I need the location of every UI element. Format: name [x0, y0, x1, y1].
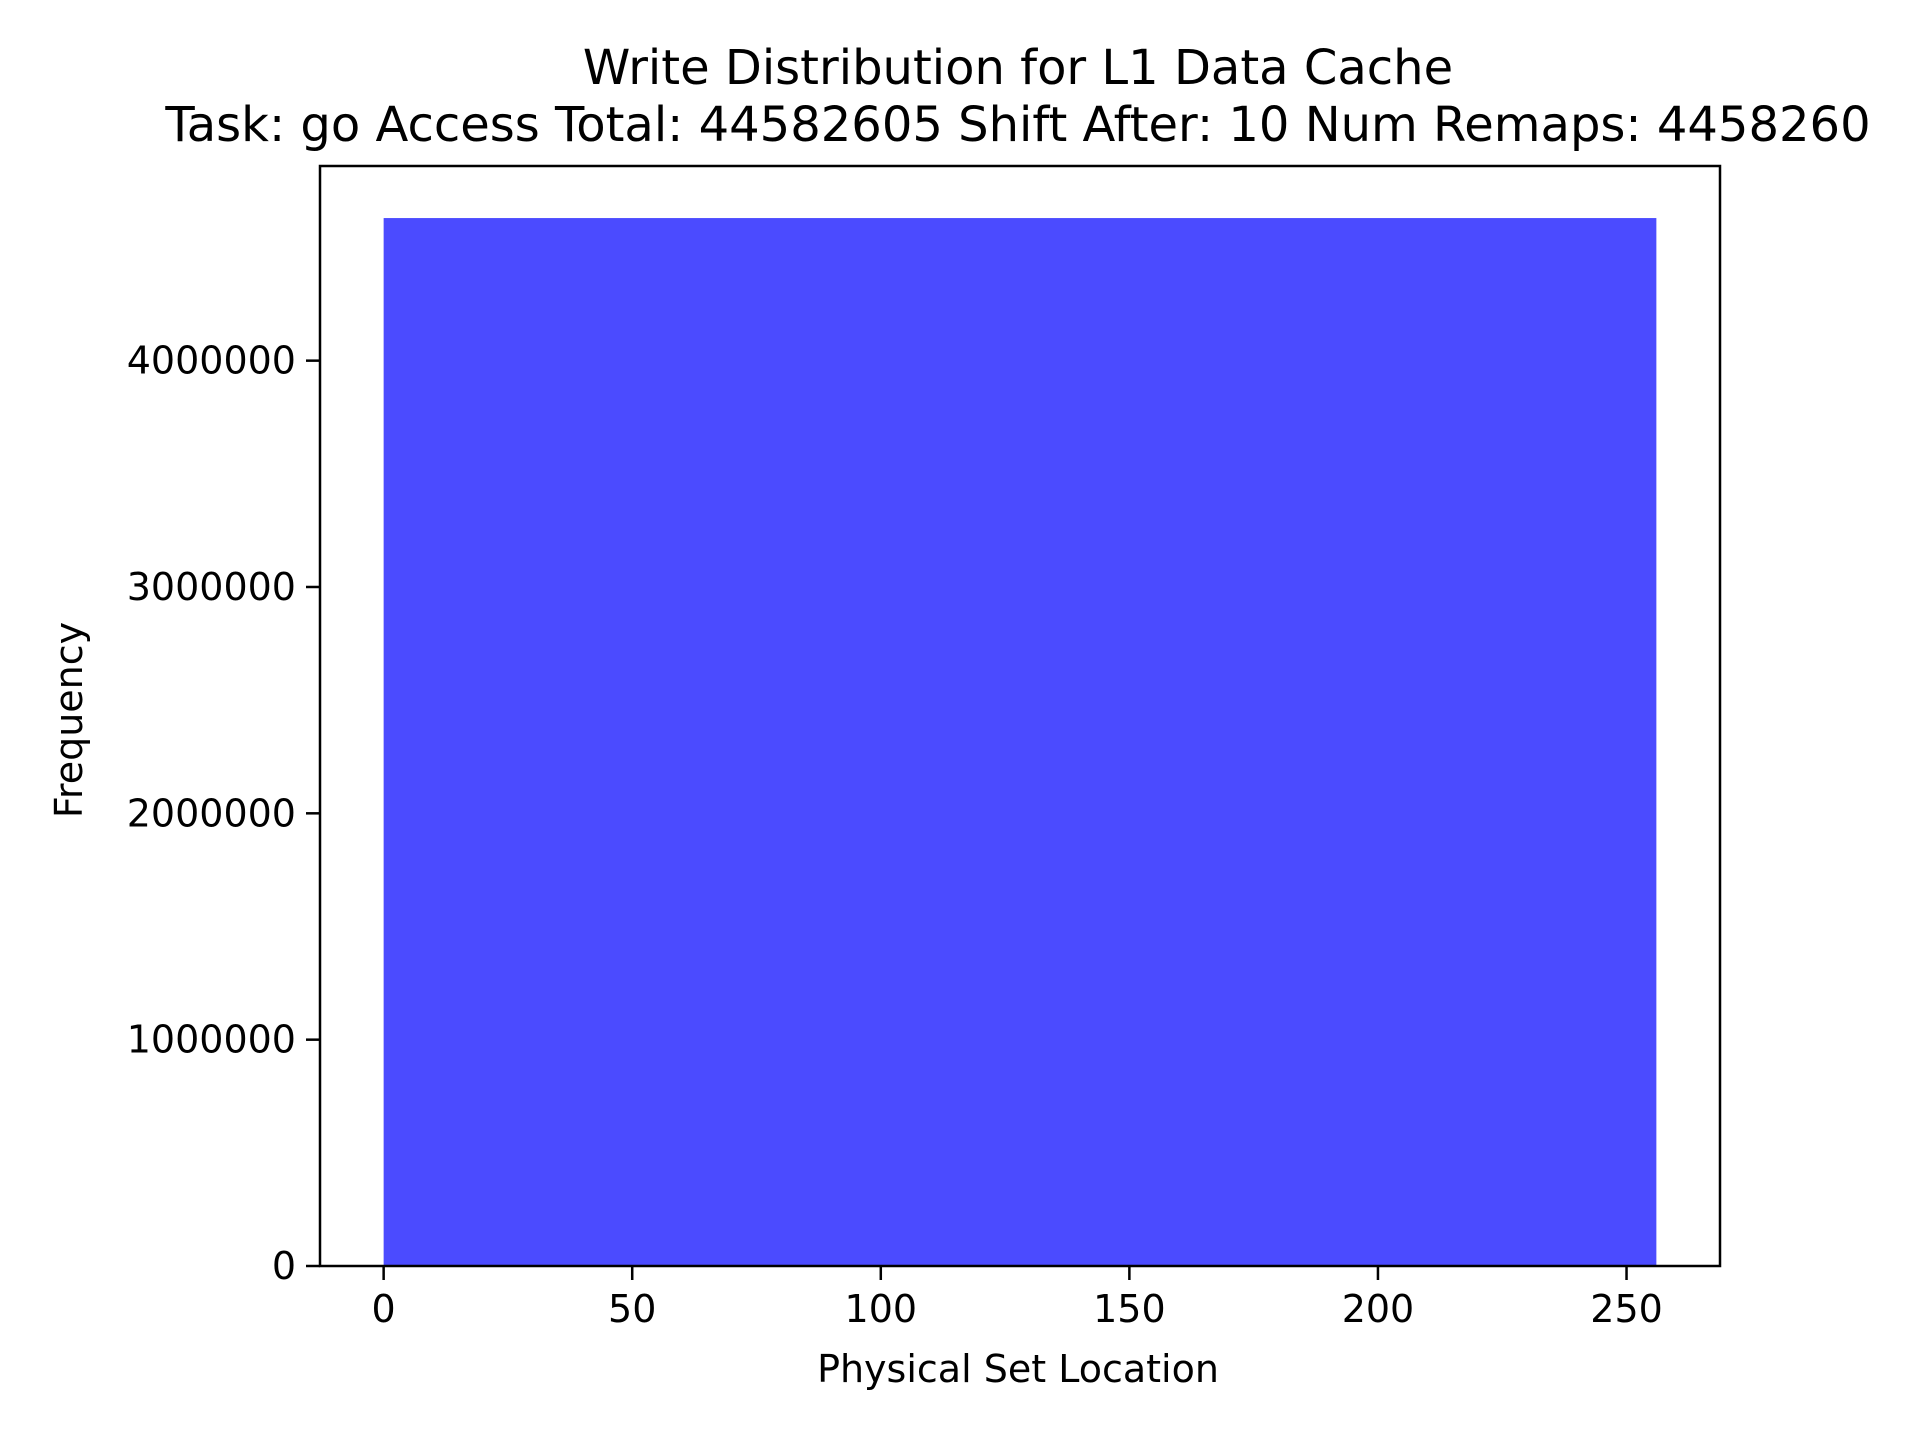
- x-tick-label: 100: [845, 1287, 918, 1331]
- y-tick-label: 3000000: [127, 565, 296, 609]
- x-tick-label: 150: [1093, 1287, 1166, 1331]
- x-tick-label: 0: [372, 1287, 396, 1331]
- y-tick-label: 4000000: [127, 339, 296, 383]
- x-axis-label: Physical Set Location: [817, 1347, 1219, 1391]
- y-tick-label: 1000000: [127, 1018, 296, 1062]
- y-tick-label: 2000000: [127, 791, 296, 835]
- ticks-layer: 0 50 100 150 200 250 0 1000000 2000000 3000000 400…: [127, 339, 1663, 1331]
- chart-subtitle: Task: go Access Total: 44582605 Shift Af…: [164, 97, 1870, 153]
- y-axis-label: Frequency: [47, 622, 91, 818]
- x-tick-label: 50: [608, 1287, 656, 1331]
- plot-frame: [318, 164, 1722, 1268]
- x-tick-label: 200: [1342, 1287, 1415, 1331]
- x-tick-label: 250: [1590, 1287, 1663, 1331]
- chart-title: Write Distribution for L1 Data Cache: [583, 40, 1453, 96]
- y-tick-label: 0: [272, 1244, 296, 1288]
- histogram-bar-0: [383, 218, 1657, 1266]
- bars-layer: [383, 218, 1657, 1266]
